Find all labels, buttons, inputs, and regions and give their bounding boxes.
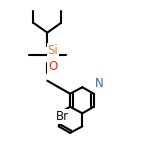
Text: Br: Br	[56, 110, 69, 123]
Text: Si: Si	[47, 44, 58, 57]
Text: O: O	[48, 60, 57, 73]
Text: N: N	[95, 77, 103, 90]
